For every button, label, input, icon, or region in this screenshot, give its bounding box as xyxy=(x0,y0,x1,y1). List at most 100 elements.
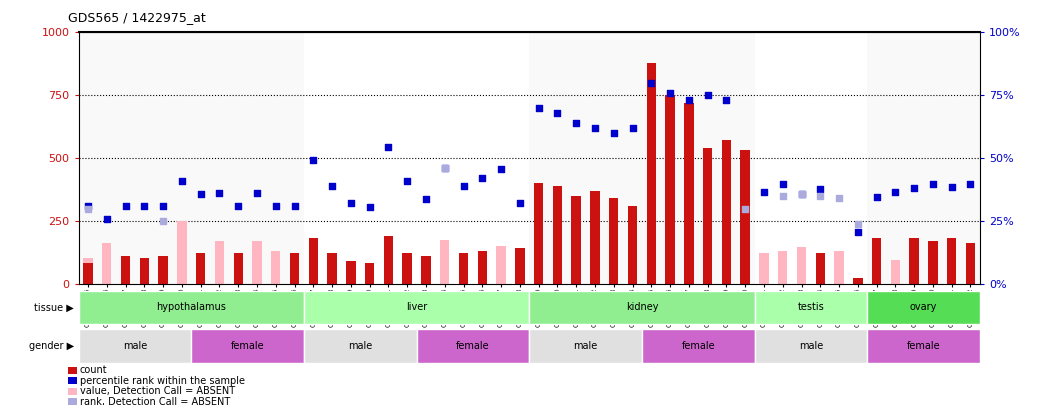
Text: percentile rank within the sample: percentile rank within the sample xyxy=(80,376,244,386)
Bar xyxy=(529,32,755,284)
Text: female: female xyxy=(907,341,940,351)
Point xyxy=(136,202,153,209)
Point xyxy=(868,194,885,200)
Bar xyxy=(191,329,304,362)
Point xyxy=(155,217,172,224)
Point xyxy=(117,202,134,209)
Point xyxy=(642,79,659,86)
Bar xyxy=(234,254,243,284)
Bar xyxy=(815,254,825,284)
Point xyxy=(230,202,246,209)
Bar xyxy=(759,254,768,284)
Bar xyxy=(755,291,868,324)
Point xyxy=(549,109,566,116)
Bar xyxy=(196,254,205,284)
Point xyxy=(718,97,735,103)
Bar xyxy=(497,246,506,284)
Point xyxy=(192,191,209,198)
Bar xyxy=(290,254,300,284)
Bar xyxy=(459,254,468,284)
Bar xyxy=(533,183,543,284)
Bar xyxy=(139,258,149,283)
Bar xyxy=(552,185,562,284)
Point xyxy=(812,192,829,199)
Point xyxy=(362,204,378,210)
Point xyxy=(399,177,416,184)
Text: value, Detection Call = ABSENT: value, Detection Call = ABSENT xyxy=(80,386,235,396)
Bar xyxy=(628,206,637,284)
Bar xyxy=(684,103,694,284)
Text: hypothalamus: hypothalamus xyxy=(156,303,226,312)
Point xyxy=(267,202,284,209)
Bar xyxy=(346,261,355,283)
Bar xyxy=(516,248,525,284)
Point xyxy=(80,202,96,209)
Bar xyxy=(929,241,938,284)
Point xyxy=(417,196,434,202)
Bar xyxy=(83,258,92,283)
Bar xyxy=(796,247,806,284)
Bar xyxy=(327,254,336,284)
Point xyxy=(511,200,528,207)
Bar xyxy=(478,251,487,284)
Bar xyxy=(703,148,713,284)
Bar xyxy=(755,329,868,362)
Bar xyxy=(421,256,431,284)
Bar xyxy=(304,291,529,324)
Bar xyxy=(647,62,656,283)
Bar xyxy=(853,279,863,284)
Point xyxy=(493,166,509,173)
Point xyxy=(587,125,604,131)
Bar xyxy=(365,263,374,284)
Bar xyxy=(778,251,787,284)
Point xyxy=(99,216,115,223)
Text: male: male xyxy=(799,341,823,351)
Bar xyxy=(529,291,755,324)
Bar xyxy=(158,256,168,284)
Bar xyxy=(641,329,755,362)
Text: female: female xyxy=(231,341,264,351)
Bar xyxy=(529,329,641,362)
Point xyxy=(793,191,810,198)
Point xyxy=(530,104,547,111)
Bar xyxy=(79,329,191,362)
Bar xyxy=(571,196,581,284)
Bar xyxy=(177,221,187,284)
Point xyxy=(680,97,697,103)
Point xyxy=(943,183,960,190)
Bar xyxy=(755,32,868,284)
Point xyxy=(793,191,810,198)
Bar xyxy=(417,329,529,362)
Bar xyxy=(834,251,844,284)
Bar xyxy=(665,95,675,284)
Point xyxy=(905,185,922,191)
Point xyxy=(850,229,867,235)
Text: count: count xyxy=(80,365,107,375)
Point xyxy=(924,181,941,188)
Bar xyxy=(910,238,919,284)
Text: male: male xyxy=(123,341,147,351)
Point xyxy=(962,181,979,188)
Point xyxy=(80,206,96,213)
Bar xyxy=(590,191,599,284)
Text: GDS565 / 1422975_at: GDS565 / 1422975_at xyxy=(68,11,205,24)
Bar xyxy=(868,329,980,362)
Point xyxy=(436,165,453,171)
Bar xyxy=(304,329,417,362)
Point xyxy=(699,92,716,98)
Point xyxy=(343,200,359,207)
Point xyxy=(661,90,678,96)
Bar xyxy=(79,32,304,284)
Point xyxy=(455,182,472,189)
Bar xyxy=(102,243,111,284)
Text: female: female xyxy=(681,341,715,351)
Point xyxy=(812,186,829,193)
Point xyxy=(774,192,791,199)
Bar xyxy=(83,263,92,284)
Point xyxy=(568,119,585,126)
Point xyxy=(155,202,172,209)
Bar xyxy=(891,260,900,284)
Point xyxy=(305,157,322,164)
Bar xyxy=(402,254,412,284)
Bar xyxy=(271,251,281,284)
